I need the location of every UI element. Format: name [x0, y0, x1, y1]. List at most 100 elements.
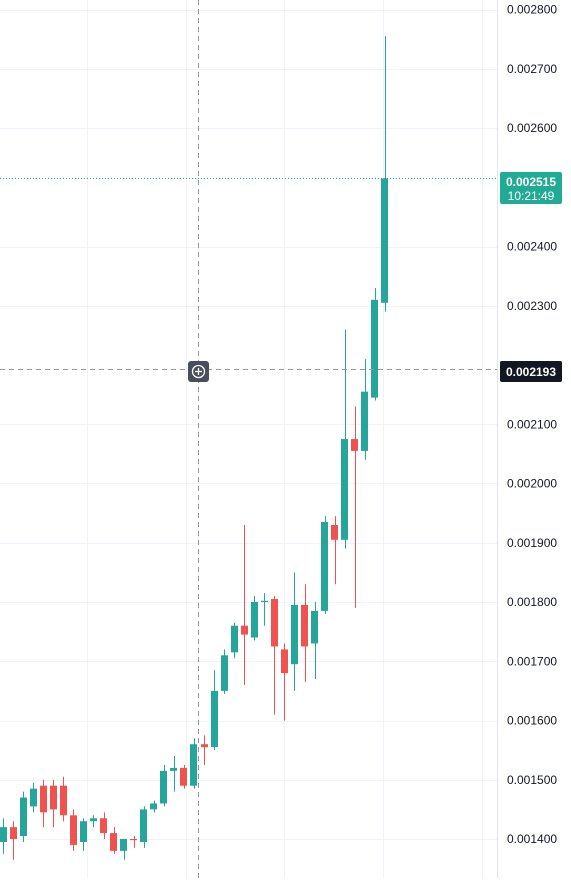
candle-up: [321, 516, 328, 614]
candle-body: [30, 788, 37, 807]
candle-up: [30, 782, 37, 813]
price-tick-label: 0.001700: [507, 654, 557, 668]
candle-up: [80, 818, 87, 851]
candle-down: [130, 836, 137, 848]
candle-up: [140, 806, 147, 848]
candle-body: [10, 827, 17, 839]
candle-up: [20, 791, 27, 842]
candle-body: [40, 785, 47, 813]
candle-down: [50, 779, 57, 828]
candle-body: [160, 770, 167, 804]
candle-body: [311, 610, 318, 644]
candle-up: [170, 756, 177, 792]
candle-up: [211, 670, 218, 751]
candle-up: [341, 329, 348, 549]
candle-up: [371, 287, 378, 401]
price-tick-label: 0.002400: [507, 240, 557, 254]
candle-up: [251, 596, 258, 641]
candle-body: [90, 818, 97, 822]
candle-body: [351, 439, 358, 451]
price-tick-label: 0.001800: [507, 595, 557, 609]
price-tick-label: 0.002600: [507, 121, 557, 135]
candle-body: [381, 178, 388, 303]
candle-down: [60, 776, 67, 822]
candle-up: [90, 815, 97, 828]
bar-countdown-timer: 10:21:49: [508, 189, 555, 203]
candle-body: [251, 602, 258, 638]
candle-up: [150, 800, 157, 813]
candle-body: [371, 299, 378, 398]
candle-up: [291, 572, 298, 691]
plus-circle-icon[interactable]: [188, 361, 209, 382]
candle-body: [301, 604, 308, 647]
candle-up: [231, 622, 238, 659]
candle-body: [331, 524, 338, 540]
candle-body: [291, 604, 298, 665]
candle-down: [241, 524, 248, 685]
candle-up: [190, 738, 197, 789]
candle-body: [201, 744, 208, 748]
candle-body: [20, 797, 27, 837]
candle-body: [70, 815, 77, 845]
candle-body: [50, 785, 57, 810]
candlestick-series: [0, 36, 388, 860]
candle-body: [271, 599, 278, 647]
candle-body: [211, 690, 218, 748]
grid-lines: [0, 0, 497, 878]
candle-down: [331, 516, 338, 585]
price-tick-label: 0.002000: [507, 477, 557, 491]
price-tick-label: 0.001600: [507, 714, 557, 728]
candle-body: [100, 818, 107, 834]
candle-body: [120, 839, 127, 851]
candle-body: [0, 827, 7, 842]
price-tick-label: 0.001900: [507, 536, 557, 550]
candle-body: [221, 655, 228, 691]
candle-up: [311, 602, 318, 680]
candle-up: [160, 764, 167, 807]
crosshair-price-label: 0.002193: [500, 361, 562, 382]
candle-up: [221, 649, 228, 694]
candle-down: [180, 764, 187, 789]
crosshair-price-value: 0.002193: [506, 365, 556, 379]
candle-body: [321, 522, 328, 611]
candle-body: [261, 600, 268, 602]
candle-down: [100, 812, 107, 839]
candle-up: [120, 839, 127, 860]
candle-down: [110, 827, 117, 854]
candle-body: [80, 821, 87, 842]
candle-up: [0, 818, 7, 854]
candle-down: [70, 809, 77, 851]
price-tick-label: 0.002800: [507, 3, 557, 17]
candle-body: [231, 625, 238, 653]
candle-body: [180, 767, 187, 786]
candle-body: [190, 744, 197, 786]
price-tick-label: 0.002300: [507, 299, 557, 313]
candle-down: [301, 584, 308, 682]
last-price-label: 0.002515 10:21:49: [500, 172, 562, 204]
candle-up: [261, 593, 268, 626]
candle-body: [341, 439, 348, 540]
price-tick-label: 0.002100: [507, 417, 557, 431]
price-tick-label: 0.001500: [507, 773, 557, 787]
candle-body: [110, 833, 117, 851]
candle-up: [381, 36, 388, 312]
candle-body: [60, 785, 67, 816]
candle-body: [130, 839, 137, 841]
price-axis[interactable]: 0.002800 0.002700 0.002600 0.002400 0.002300…: [507, 3, 557, 847]
price-tick-label: 0.001400: [507, 832, 557, 846]
candle-body: [140, 809, 147, 842]
candle-down: [10, 821, 17, 860]
candle-down: [40, 779, 47, 828]
price-tick-label: 0.002700: [507, 62, 557, 76]
candle-down: [281, 643, 288, 721]
candle-down: [271, 596, 278, 715]
candle-body: [241, 625, 248, 635]
candle-body: [281, 649, 288, 674]
candle-body: [170, 767, 177, 771]
candle-down: [351, 406, 358, 608]
last-price-value: 0.002515: [506, 175, 556, 189]
candle-up: [361, 359, 368, 460]
